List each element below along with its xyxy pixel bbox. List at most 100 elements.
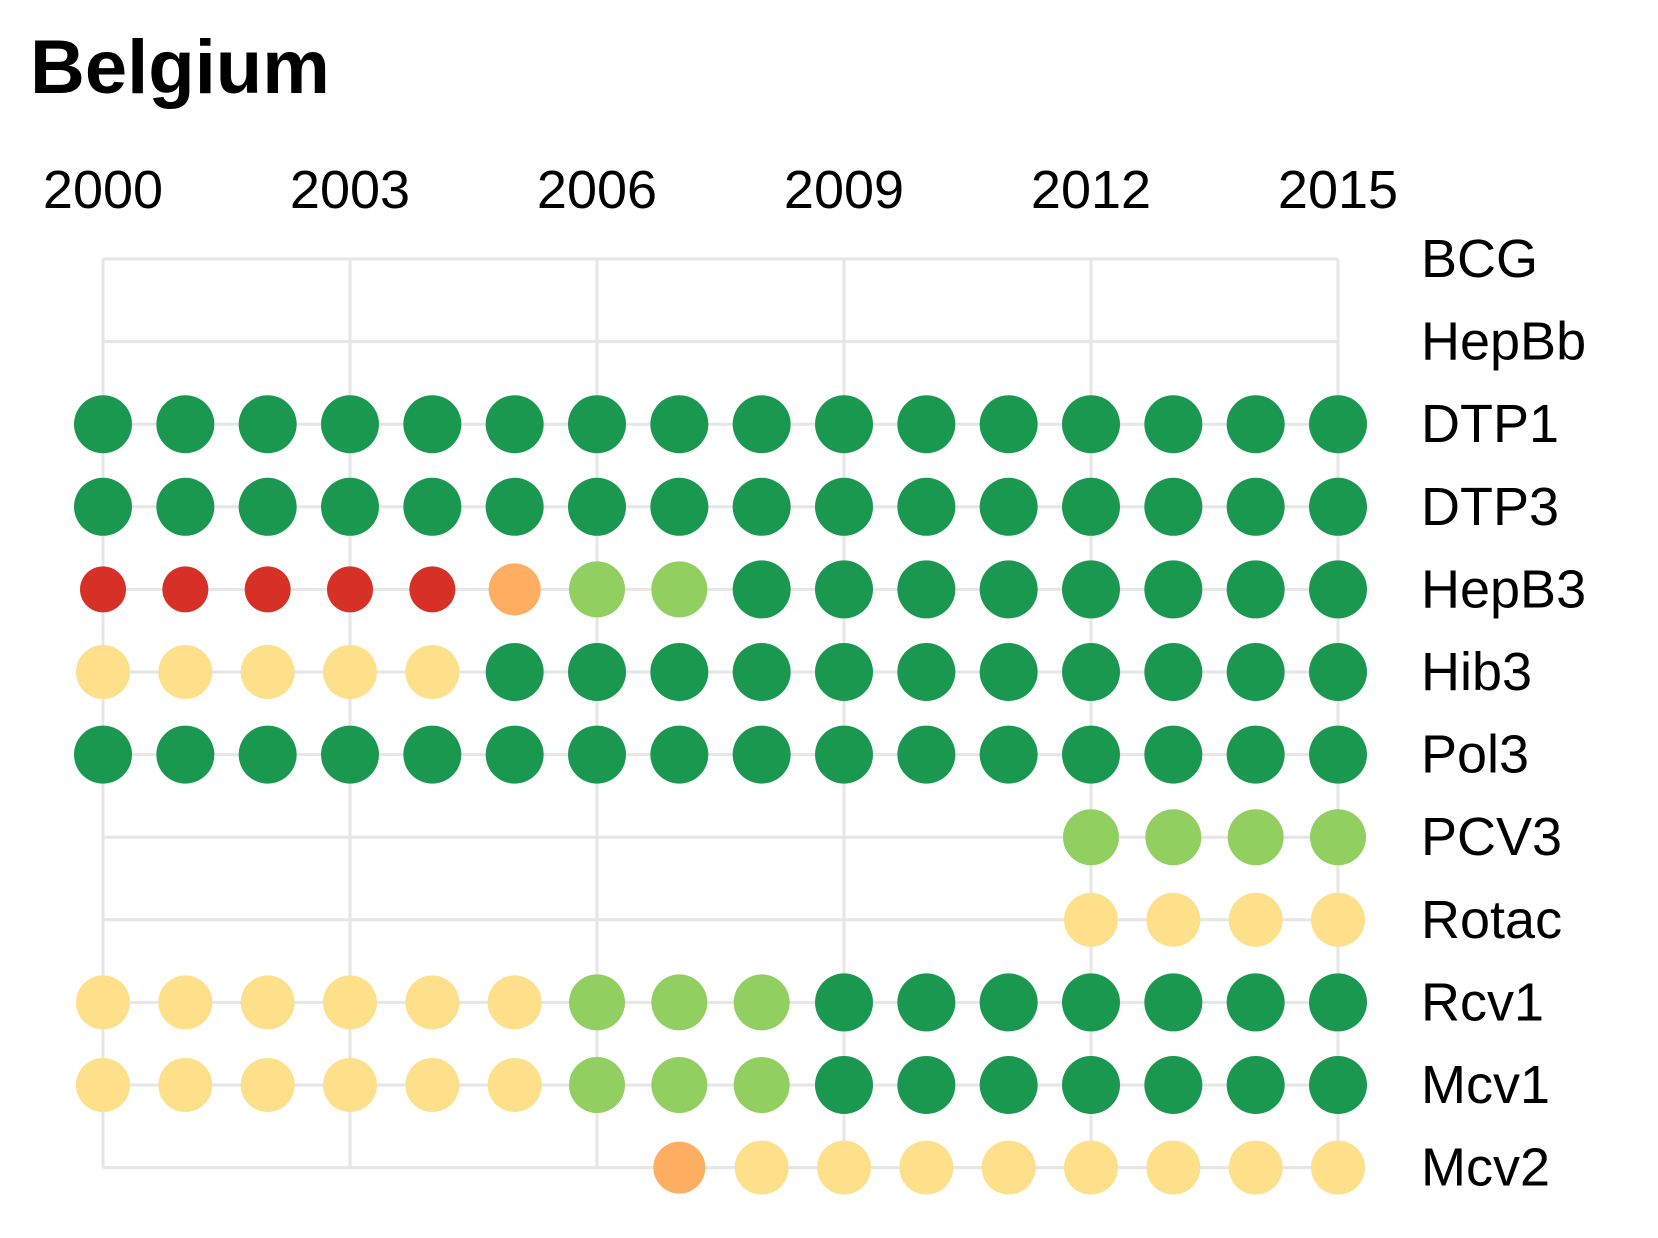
- dot-pol3-2009: [815, 725, 873, 784]
- dot-hib3-2014: [1226, 643, 1285, 701]
- dot-hib3-2002: [240, 645, 295, 699]
- row-label-rotac: Rotac: [1421, 890, 1562, 950]
- dot-dtp1-2010: [897, 395, 956, 454]
- dot-mcv2-2012: [1064, 1140, 1118, 1195]
- dot-rcv1-2002: [240, 975, 295, 1030]
- dot-mcv1-2005: [487, 1058, 542, 1112]
- dot-mcv1-2015: [1309, 1056, 1367, 1114]
- dot-dtp3-2011: [979, 477, 1038, 536]
- dot-pol3-2006: [568, 725, 626, 784]
- dot-dtp3-2010: [897, 477, 956, 536]
- x-tick-label: 2000: [43, 160, 163, 220]
- dot-dtp3-2009: [815, 477, 873, 536]
- x-axis-ticks: 2000 2003 2006 2009 2012 2015: [43, 160, 1398, 220]
- dot-rcv1-2004: [405, 975, 460, 1030]
- row-label-pcv3: PCV3: [1421, 807, 1562, 867]
- dots: [74, 395, 1367, 1195]
- dot-dtp1-2002: [238, 395, 297, 454]
- dot-hib3-2008: [732, 643, 791, 701]
- dot-mcv1-2013: [1144, 1056, 1203, 1114]
- row-label-hepbb: HepBb: [1421, 312, 1586, 372]
- dot-dtp1-2013: [1144, 395, 1203, 454]
- dot-pcv3-2012: [1063, 809, 1119, 866]
- dot-pcv3-2015: [1310, 809, 1366, 866]
- dot-hib3-2000: [76, 645, 130, 699]
- dot-dtp1-2005: [485, 395, 544, 454]
- dot-pol3-2015: [1309, 725, 1367, 784]
- dot-mcv2-2010: [899, 1140, 954, 1195]
- dot-rcv1-2003: [323, 975, 377, 1030]
- x-tick-label: 2015: [1278, 160, 1398, 220]
- dot-dtp3-2004: [403, 477, 462, 536]
- dot-dtp3-2012: [1062, 477, 1120, 536]
- dot-dtp3-2007: [650, 477, 709, 536]
- dot-rcv1-2009: [815, 973, 873, 1032]
- dot-hepb3-2000: [80, 566, 126, 613]
- dot-hepb3-2006: [569, 561, 625, 618]
- dot-pol3-2014: [1226, 725, 1285, 784]
- dot-dtp1-2011: [979, 395, 1038, 454]
- dot-dtp1-2001: [156, 395, 215, 454]
- dot-mcv2-2011: [981, 1140, 1036, 1195]
- dot-rcv1-2006: [569, 974, 625, 1031]
- dot-rcv1-2011: [979, 973, 1038, 1032]
- dot-pol3-2000: [74, 725, 132, 784]
- dot-hepb3-2012: [1062, 560, 1120, 619]
- dot-hib3-2007: [650, 643, 709, 701]
- dot-dtp1-2006: [568, 395, 626, 454]
- dot-dtp1-2003: [321, 395, 379, 454]
- dot-hepb3-2008: [732, 560, 791, 619]
- dot-dtp3-2015: [1309, 477, 1367, 536]
- dot-mcv1-2011: [979, 1056, 1038, 1114]
- dot-hepb3-2005: [488, 563, 541, 616]
- dot-mcv2-2009: [817, 1140, 871, 1195]
- dot-dtp3-2006: [568, 477, 626, 536]
- row-label-mcv1: Mcv1: [1421, 1055, 1550, 1115]
- dot-rcv1-2014: [1226, 973, 1285, 1032]
- dot-rcv1-2005: [487, 975, 542, 1030]
- dot-hepb3-2002: [244, 566, 291, 613]
- dot-hepb3-2013: [1144, 560, 1203, 619]
- dot-pol3-2011: [979, 725, 1038, 784]
- row-label-pol3: Pol3: [1421, 725, 1529, 785]
- dot-dtp1-2004: [403, 395, 462, 454]
- dot-rcv1-2012: [1062, 973, 1120, 1032]
- dot-dtp3-2013: [1144, 477, 1203, 536]
- dot-hepb3-2011: [979, 560, 1038, 619]
- row-label-bcg: BCG: [1421, 229, 1538, 289]
- chart-title: Belgium: [30, 25, 330, 110]
- dot-mcv1-2010: [897, 1056, 956, 1114]
- dot-mcv2-2014: [1228, 1140, 1283, 1195]
- dot-mcv2-2015: [1311, 1140, 1365, 1195]
- dot-pol3-2003: [321, 725, 379, 784]
- dot-mcv1-2009: [815, 1056, 873, 1114]
- dot-dtp3-2001: [156, 477, 215, 536]
- dot-hepb3-2014: [1226, 560, 1285, 619]
- dot-pol3-2002: [238, 725, 297, 784]
- dot-rotac-2015: [1311, 892, 1365, 947]
- row-label-dtp1: DTP1: [1421, 394, 1559, 454]
- dot-hib3-2010: [897, 643, 956, 701]
- row-label-rcv1: Rcv1: [1421, 972, 1544, 1032]
- dot-rotac-2013: [1146, 892, 1201, 947]
- dot-dtp3-2002: [238, 477, 297, 536]
- dot-pol3-2010: [897, 725, 956, 784]
- dot-rotac-2014: [1228, 892, 1283, 947]
- row-label-hib3: Hib3: [1421, 642, 1532, 702]
- x-tick-label: 2006: [537, 160, 657, 220]
- dot-mcv1-2001: [158, 1058, 213, 1112]
- dot-mcv1-2003: [323, 1058, 377, 1112]
- row-label-mcv2: Mcv2: [1421, 1138, 1550, 1198]
- dot-dtp1-2015: [1309, 395, 1367, 454]
- dot-mcv1-2014: [1226, 1056, 1285, 1114]
- x-tick-label: 2012: [1031, 160, 1151, 220]
- dot-dtp3-2005: [485, 477, 544, 536]
- row-label-hepb3: HepB3: [1421, 559, 1586, 619]
- dot-rcv1-2013: [1144, 973, 1203, 1032]
- dot-mcv1-2008: [733, 1057, 790, 1113]
- dot-dtp1-2007: [650, 395, 709, 454]
- dot-rotac-2012: [1064, 892, 1118, 947]
- dot-rcv1-2010: [897, 973, 956, 1032]
- dot-dtp1-2008: [732, 395, 791, 454]
- dot-pcv3-2014: [1227, 809, 1284, 866]
